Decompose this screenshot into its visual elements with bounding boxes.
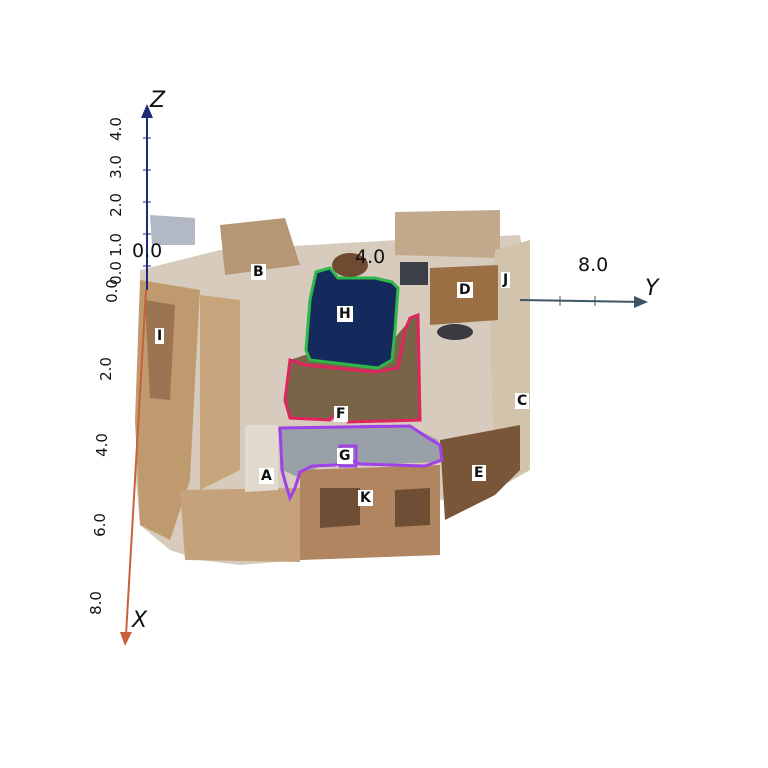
object-label-a: A [259, 468, 274, 484]
x-tick-8: 8.0 [86, 591, 105, 615]
x-axis [120, 289, 147, 646]
x-axis-label: X [132, 608, 148, 633]
x-tick-4: 4.0 [92, 433, 111, 457]
z-tick-1: 1.0 [106, 233, 125, 257]
object-f-outline [283, 312, 422, 424]
z-tick-4: 4.0 [106, 117, 125, 141]
object-label-f: F [334, 406, 348, 422]
object-label-c: C [515, 393, 530, 409]
object-label-g: G [337, 448, 353, 464]
y-axis [519, 296, 648, 308]
object-label-k: K [358, 490, 373, 506]
x-tick-6: 6.0 [90, 513, 109, 537]
object-label-h: H [337, 306, 353, 322]
z-axis [141, 104, 153, 290]
origin-label-1: 0.0 [102, 279, 121, 303]
x-tick-2: 2.0 [96, 357, 115, 381]
z-axis-label: Z [150, 88, 166, 113]
object-label-j: J [501, 272, 511, 288]
z-tick-3: 3.0 [106, 155, 125, 179]
object-label-e: E [472, 465, 486, 481]
object-label-b: B [251, 264, 266, 280]
y-tick-8: 8.0 [578, 254, 609, 276]
y-tick-4: 4.0 [355, 246, 386, 268]
y-tick-0: 0.0 [132, 240, 163, 262]
object-label-d: D [457, 282, 473, 298]
y-axis-label: Y [645, 276, 659, 301]
object-label-i: I [155, 328, 165, 344]
room-point-cloud [135, 210, 530, 565]
z-tick-2: 2.0 [106, 193, 125, 217]
